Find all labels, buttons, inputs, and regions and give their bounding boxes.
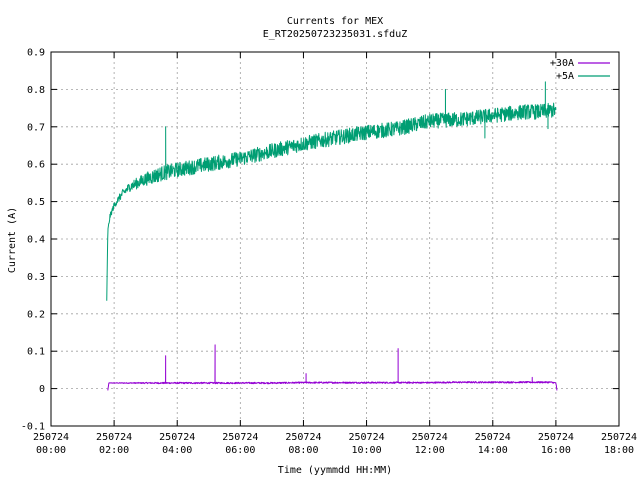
series-layer: [106, 81, 558, 391]
y-tick-label: -0.1: [21, 422, 45, 433]
x-tick-time: 00:00: [36, 445, 66, 456]
x-tick-time: 08:00: [288, 445, 318, 456]
x-tick-time: 10:00: [352, 445, 382, 456]
y-tick-label: 0.9: [27, 48, 45, 59]
y-tick-label: 0: [39, 384, 45, 395]
x-tick-date: 250724: [159, 432, 195, 443]
y-tick-label: 0.2: [27, 309, 45, 320]
x-tick-date: 250724: [285, 432, 321, 443]
x-tick-date: 250724: [222, 432, 258, 443]
y-tick-label: 0.8: [27, 85, 45, 96]
x-tick-time: 18:00: [604, 445, 634, 456]
chart-title: Currents for MEX: [287, 16, 383, 27]
x-tick-time: 04:00: [162, 445, 192, 456]
legend-entry-5a: +5A: [556, 71, 610, 82]
series-line-30a: [107, 344, 558, 391]
x-tick-date: 250724: [96, 432, 132, 443]
x-axis-label: Time (yymmdd HH:MM): [278, 465, 392, 476]
x-tick-time: 06:00: [225, 445, 255, 456]
legend: +30A +5A: [550, 58, 610, 82]
x-tick-date: 250724: [33, 432, 69, 443]
y-tick-label: 0.7: [27, 122, 45, 133]
legend-label-30a: +30A: [550, 58, 574, 69]
x-tick-time: 16:00: [541, 445, 571, 456]
x-tick-time: 12:00: [415, 445, 445, 456]
y-tick-label: 0.3: [27, 272, 45, 283]
chart-subtitle: E_RT20250723235031.sfduZ: [263, 29, 408, 40]
x-tick-date: 250724: [475, 432, 511, 443]
plot-frame: [50, 51, 620, 427]
y-tick-label: 0.1: [27, 347, 45, 358]
x-tick-time: 14:00: [478, 445, 508, 456]
x-tick-date: 250724: [412, 432, 448, 443]
x-tick-date: 250724: [601, 432, 637, 443]
axes: -0.1 0 0.1 0.2 0.3 0.4 0.5 0.6 0.7 0.8 0.9 250724 00…: [21, 48, 637, 457]
series-line-5a: [106, 81, 557, 301]
x-tick-date: 250724: [348, 432, 384, 443]
x-tick-time: 02:00: [99, 445, 129, 456]
y-tick-label: 0.5: [27, 197, 45, 208]
legend-label-5a: +5A: [556, 71, 574, 82]
x-tick-date: 250724: [538, 432, 574, 443]
y-tick-label: 0.6: [27, 160, 45, 171]
y-tick-label: 0.4: [27, 235, 45, 246]
y-axis-label: Current (A): [7, 207, 18, 273]
legend-entry-30a: +30A: [550, 58, 610, 69]
